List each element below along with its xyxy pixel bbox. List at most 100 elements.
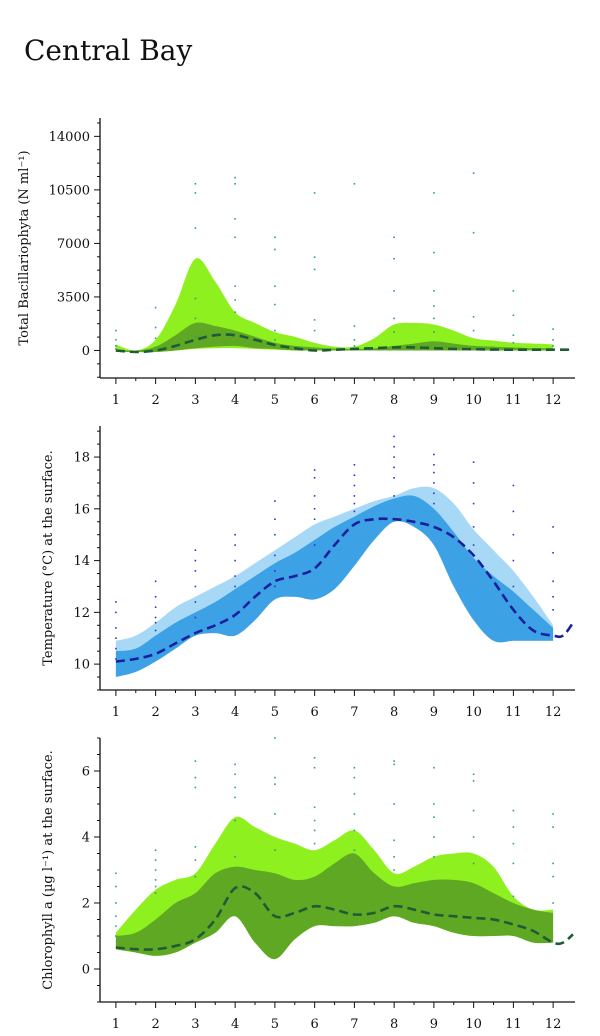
bacillariophyta-observation-point: [313, 256, 316, 258]
temperature-observation-point: [472, 502, 475, 505]
temperature-observation-point: [433, 482, 435, 484]
bacillariophyta-observation-point: [313, 268, 316, 271]
chlorophyll-y-tick-label: 6: [82, 765, 90, 780]
bacillariophyta-observation-point: [234, 176, 236, 179]
temperature-observation-point: [433, 492, 435, 495]
chlorophyll-observation-point: [472, 773, 475, 776]
bacillariophyta-observation-point: [393, 317, 395, 320]
temperature-observation-point: [393, 466, 395, 469]
temperature-observation-point: [115, 601, 117, 603]
chlorophyll-observation-point: [154, 892, 157, 894]
chlorophyll-observation-point: [234, 796, 236, 799]
bacillariophyta-y-tick-label: 0: [82, 344, 90, 359]
bacillariophyta-y-tick-label: 3500: [57, 290, 90, 305]
bacillariophyta-observation-point: [234, 311, 236, 313]
chlorophyll-observation-point: [234, 763, 236, 766]
bacillariophyta-observation-point: [194, 227, 197, 229]
temperature-observation-point: [512, 484, 515, 487]
temperature-observation-point: [274, 554, 276, 557]
temperature-observation-point: [353, 474, 356, 476]
chlorophyll-observation-point: [115, 915, 117, 917]
chlorophyll-observation-point: [472, 836, 475, 838]
chlorophyll-observation-point: [353, 793, 356, 795]
bacillariophyta-observation-point: [234, 299, 236, 301]
bacillariophyta-inner-band: [115, 322, 554, 353]
temperature-observation-point: [234, 575, 236, 577]
chlorophyll-observation-point: [154, 869, 157, 871]
chlorophyll-observation-point: [115, 885, 117, 888]
chlorophyll-observation-point: [433, 766, 435, 769]
chlorophyll-observation-point: [194, 786, 197, 789]
temperature-observation-point: [313, 518, 316, 520]
bacillariophyta-observation-point: [512, 342, 515, 344]
chlorophyll-x-tick-label: 5: [271, 1017, 279, 1032]
temperature-observation-point: [115, 658, 117, 660]
temperature-observation-point: [234, 559, 236, 562]
bacillariophyta-observation-point: [512, 334, 515, 336]
chlorophyll-observation-point: [115, 925, 117, 927]
chlorophyll-observation-point: [234, 856, 236, 858]
bacillariophyta-observation-point: [393, 290, 395, 292]
temperature-x-tick-label: 5: [271, 705, 279, 720]
temperature-observation-point: [353, 484, 356, 487]
chlorophyll-observation-point: [472, 780, 475, 782]
chlorophyll-observation-point: [154, 879, 157, 881]
chlorophyll-observation-point: [552, 902, 554, 904]
temperature-x-tick-label: 2: [152, 705, 160, 720]
bacillariophyta-observation-point: [433, 251, 435, 254]
bacillariophyta-observation-point: [353, 325, 356, 327]
chlorophyll-y-tick-label: 0: [82, 963, 90, 978]
temperature-x-tick-label: 9: [430, 705, 438, 720]
chlorophyll-observation-point: [393, 869, 395, 871]
bacillariophyta-observation-point: [393, 257, 395, 260]
chlorophyll-observation-point: [234, 773, 236, 776]
temperature-x-tick-label: 7: [350, 705, 358, 720]
temperature-observation-point: [115, 647, 117, 650]
chlorophyll-observation-point: [552, 875, 554, 878]
bacillariophyta-observation-point: [313, 319, 316, 321]
bacillariophyta-observation-point: [234, 183, 236, 185]
temperature-observation-point: [115, 637, 117, 639]
bacillariophyta-observation-point: [154, 346, 157, 349]
chlorophyll-observation-point: [274, 737, 276, 739]
bacillariophyta-observation-point: [115, 345, 117, 347]
chlorophyll-observation-point: [353, 849, 356, 851]
bacillariophyta-observation-point: [274, 339, 276, 341]
bacillariophyta-observation-point: [194, 192, 197, 194]
temperature-observation-point: [313, 477, 316, 479]
chlorophyll-x-tick-label: 11: [505, 1017, 522, 1032]
bacillariophyta-observation-point: [154, 326, 157, 329]
chlorophyll-observation-point: [433, 816, 435, 818]
temperature-x-tick-label: 12: [545, 705, 562, 720]
temperature-y-axis-label: Temperature (°C) at the surface.: [41, 450, 56, 665]
chlorophyll-y-axis-label: Chlorophyll a (µg l⁻¹) at the surface.: [41, 750, 56, 990]
bacillariophyta-x-tick-label: 6: [311, 393, 319, 408]
chlorophyll-observation-point: [433, 803, 435, 805]
bacillariophyta-observation-point: [274, 248, 276, 251]
bacillariophyta-observation-point: [274, 303, 276, 306]
chlorophyll-observation-point: [194, 760, 197, 762]
chlorophyll-observation-point: [552, 813, 554, 815]
bacillariophyta-observation-point: [274, 236, 276, 239]
temperature-observation-point: [512, 510, 515, 513]
temperature-observation-point: [313, 508, 316, 510]
bacillariophyta-observation-point: [313, 192, 316, 194]
chlorophyll-median-line: [115, 885, 574, 951]
bacillariophyta-observation-point: [274, 285, 276, 287]
temperature-observation-point: [194, 616, 197, 619]
bacillariophyta-observation-point: [433, 290, 435, 292]
temperature-x-tick-label: 6: [311, 705, 319, 720]
temperature-x-tick-label: 11: [505, 705, 522, 720]
chlorophyll-observation-point: [234, 786, 236, 789]
temperature-observation-point: [353, 502, 356, 505]
chlorophyll-x-tick-label: 12: [545, 1017, 562, 1032]
bacillariophyta-observation-point: [433, 317, 435, 320]
temperature-observation-point: [512, 585, 515, 588]
temperature-observation-point: [154, 606, 157, 608]
chlorophyll-x-tick-label: 10: [465, 1017, 482, 1032]
chlorophyll-observation-point: [393, 760, 395, 762]
chlorophyll-observation-point: [234, 819, 236, 822]
temperature-observation-point: [194, 549, 197, 551]
chlorophyll-x-tick-label: 1: [112, 1017, 120, 1032]
